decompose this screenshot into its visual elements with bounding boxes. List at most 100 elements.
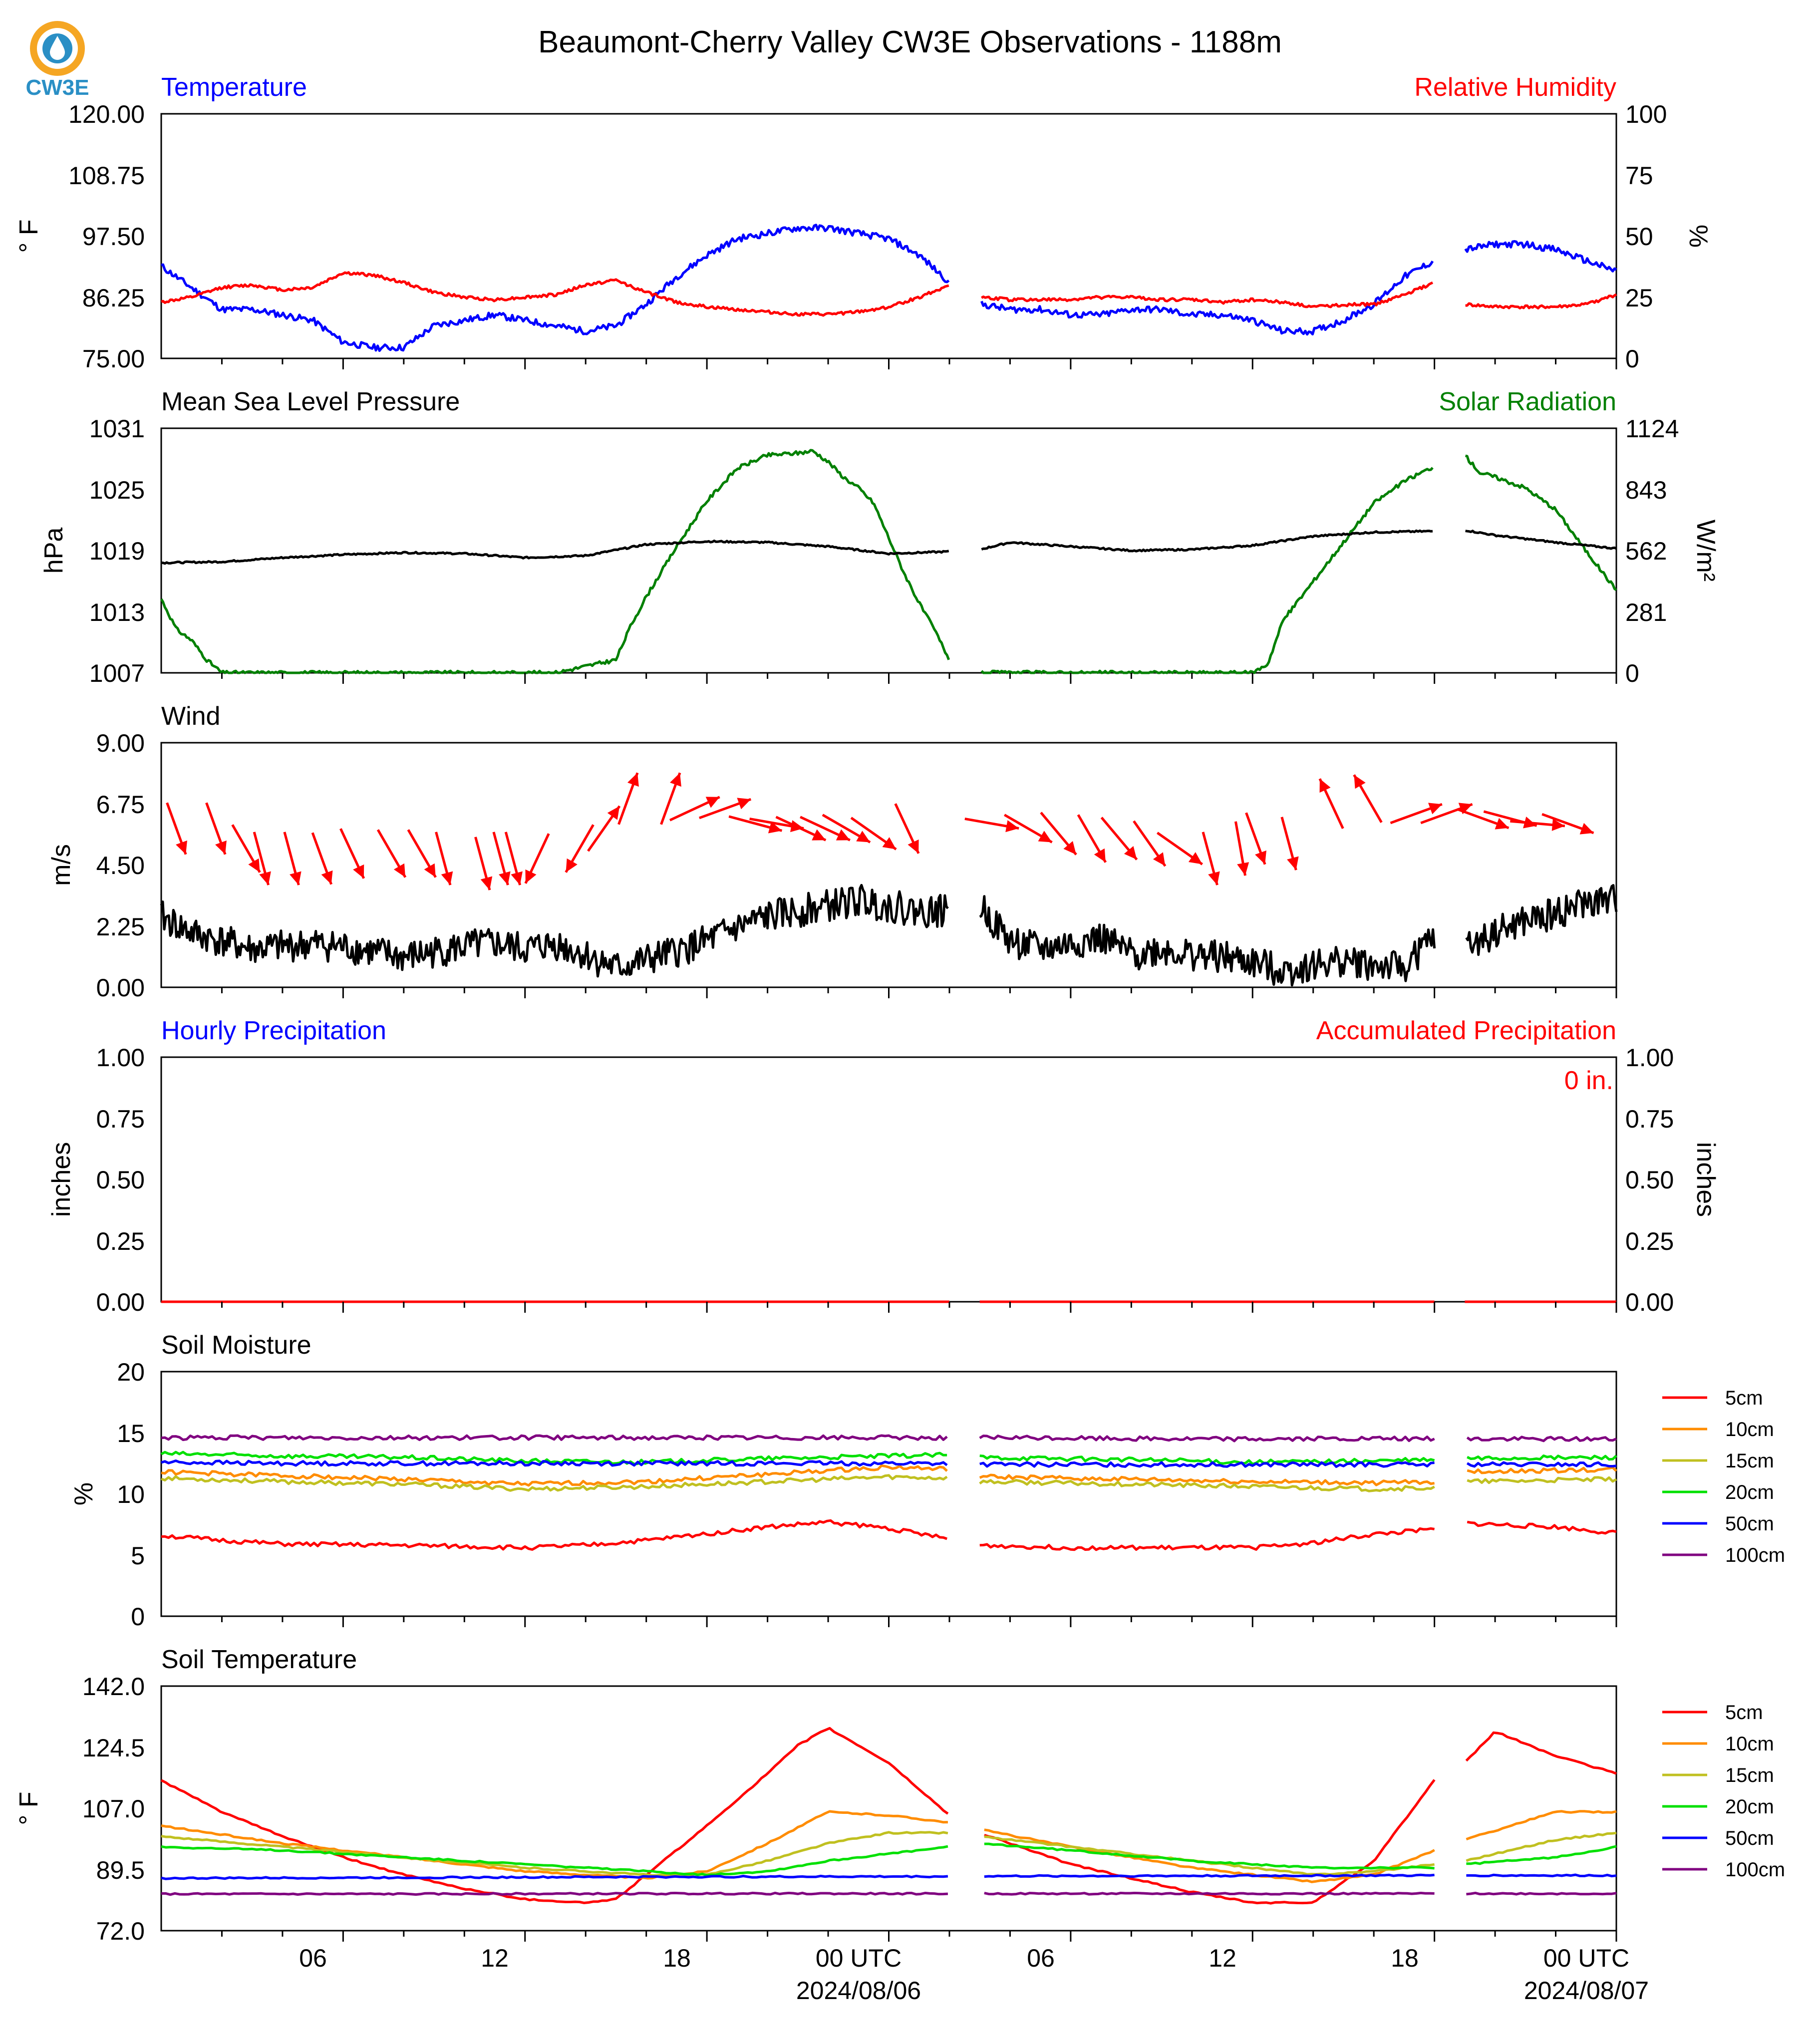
accum-precip-total: 0 in. [1564,1066,1613,1095]
wind-arrow [339,828,365,879]
tick-label: 0.00 [1625,1288,1674,1316]
legend-label: 15cm [1725,1450,1774,1472]
soil-temperature-y-ticks: 72.0 89.5 107.0 124.5 142.0 [82,1673,145,1945]
accum-y-ticks: 0.00 0.25 0.50 0.75 1.00 [1625,1044,1674,1316]
tick-label: 72.0 [96,1917,145,1945]
wind-arrow [1318,778,1344,829]
wind-arrow [660,772,681,825]
soil-moisture-series [160,1434,1617,1551]
precip-axes [160,1056,1617,1303]
wind-arrow [1077,814,1107,863]
x-tick-marks [221,673,1617,684]
tick-label: 124.5 [82,1734,145,1762]
x-tick-label: 06 [299,1944,327,1972]
legend-label: 100cm [1725,1544,1785,1566]
solar-y-ticks: 0 281 562 843 1124 [1625,415,1679,687]
panel-precipitation: Hourly Precipitation Accumulated Precipi… [47,1016,1720,1316]
soil-temperature-unit: ° F [14,1791,43,1825]
x-tick-label: 18 [663,1944,691,1972]
tick-label: 0 [1625,659,1639,687]
tick-label: 142.0 [82,1673,145,1701]
legend-label: 5cm [1725,1702,1763,1724]
wind-arrow [1541,813,1594,835]
tick-label: 0.50 [96,1166,145,1194]
x-tick-marks [221,987,1617,998]
wind-arrow [1353,774,1383,823]
x-tick-labels: 06 12 18 00 UTC 2024/08/06 06 12 18 00 U… [299,1944,1649,2005]
hourly-precip-title: Hourly Precipitation [161,1016,386,1045]
tick-label: 1124 [1625,415,1679,443]
tick-label: 15 [117,1420,145,1448]
tick-label: 562 [1625,537,1667,565]
legend-label: 50cm [1725,1513,1774,1535]
pressure-title: Mean Sea Level Pressure [161,387,460,416]
tick-label: 89.5 [96,1856,145,1884]
legend-item: 50cm [1662,1827,1774,1849]
series-line-50cm [161,1459,1617,1468]
precip-y-ticks: 0.00 0.25 0.50 0.75 1.00 [96,1044,145,1316]
series-line-wind-speed [160,883,1618,987]
legend-label: 10cm [1725,1419,1774,1441]
tick-label: 9.00 [96,729,145,757]
pressure-solar-series [160,449,1617,674]
wind-arrow [1457,808,1510,830]
tick-label: 25 [1625,284,1653,312]
wind-arrow [1280,817,1299,870]
legend-item: 100cm [1662,1544,1785,1566]
legend-label: 50cm [1725,1827,1774,1849]
soil-moisture-unit: % [69,1482,98,1505]
legend-item: 15cm [1662,1450,1774,1472]
wind-arrow [1483,810,1537,829]
panel-temperature-rh: Temperature Relative Humidity 75.00 86.2… [14,73,1713,373]
figure-title: Beaumont-Cherry Valley CW3E Observations… [538,25,1282,59]
x-tick-marks [221,1931,1617,1942]
precip-unit-left: inches [47,1142,76,1217]
water-drop-logo-icon [30,21,85,76]
x-tick-sublabel: 2024/08/06 [796,1977,921,2005]
tick-label: 1.00 [1625,1044,1674,1072]
legend-item: 15cm [1662,1764,1774,1786]
series-line-solar-radiation [160,449,1617,674]
tick-label: 1013 [89,598,145,626]
series-line-mean-sea-level-pressure [161,529,1617,565]
tick-label: 1019 [89,537,145,565]
legend-item: 10cm [1662,1419,1774,1441]
tick-label: 107.0 [82,1795,145,1823]
wind-arrow [669,796,720,822]
soil-temperature-legend: 5cm 10cm 15cm 20cm 50cm 100cm [1662,1702,1785,1881]
tick-label: 0 [1625,345,1639,373]
tick-label: 0.00 [96,974,145,1002]
tick-label: 0.25 [1625,1227,1674,1255]
soil-moisture-legend: 5cm 10cm 15cm 20cm 50cm 100cm [1662,1387,1785,1566]
wind-arrow [1234,821,1249,876]
x-tick-label: 18 [1391,1944,1419,1972]
soil-temperature-title: Soil Temperature [161,1645,357,1674]
tick-label: 0.50 [1625,1166,1674,1194]
x-tick-label: 00 UTC [816,1944,902,1972]
panel-pressure-solar: Mean Sea Level Pressure Solar Radiation … [39,387,1720,687]
tick-label: 0.00 [96,1288,145,1316]
x-tick-marks [221,1616,1617,1627]
x-tick-label: 00 UTC [1543,1944,1629,1972]
series-line-relative-humidity [161,271,1617,317]
rh-unit: % [1684,225,1713,248]
soil-temperature-series [160,1727,1617,1905]
wind-arrow [850,817,897,851]
wind-arrow [474,837,493,890]
panel-soil-temperature: Soil Temperature 72.0 89.5 107.0 124.5 1… [14,1645,1785,2005]
accum-precip-title: Accumulated Precipitation [1316,1016,1616,1045]
tick-label: 86.25 [82,284,145,312]
wind-arrow [775,816,827,842]
solar-unit: W/m² [1691,520,1720,581]
series-line-20cm [161,1842,1617,1877]
wind-y-ticks: 0.00 2.25 4.50 6.75 9.00 [96,729,145,1002]
legend-label: 20cm [1725,1796,1774,1818]
tick-label: 75 [1625,162,1653,190]
wind-series [160,883,1618,987]
tick-label: 6.75 [96,791,145,819]
pressure-unit: hPa [39,528,68,574]
series-line-20cm [160,1450,1617,1465]
wind-arrow [376,829,407,878]
rh-y-ticks: 0 25 50 75 100 [1625,100,1667,373]
wind-arrow [894,803,920,854]
